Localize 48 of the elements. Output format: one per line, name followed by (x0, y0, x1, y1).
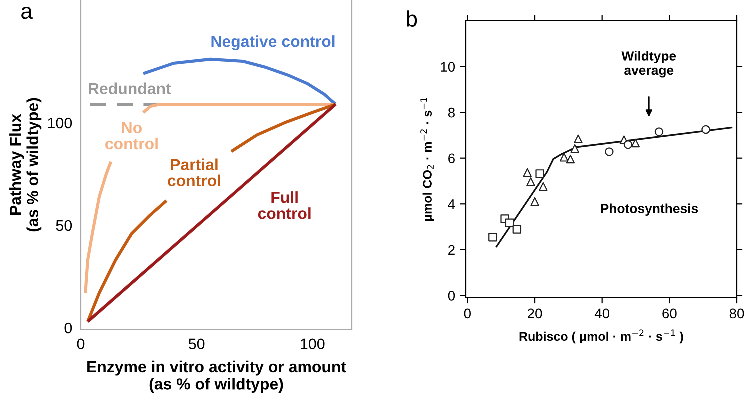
series-label: Full control (258, 192, 311, 220)
point (605, 148, 614, 156)
x-tick-label: 80 (730, 308, 744, 319)
point (539, 182, 548, 192)
point (526, 178, 536, 186)
y-tick-label: 4 (448, 200, 456, 210)
x-tick-label: 60 (662, 308, 677, 319)
y-tick-label: 50 (56, 220, 72, 232)
point (566, 154, 576, 164)
chart-title: a (22, 6, 33, 20)
point (570, 144, 580, 154)
x-axis-title: Enzyme in vitro activity or amount (as % of wildtype) (88, 360, 346, 393)
series-label: Partial control (168, 158, 220, 187)
y-axis-title: μmol CO$_{2}$ · m$^{−2}$ · s$^{−1}$ (420, 98, 434, 222)
y-tick-label: 100 (48, 118, 72, 129)
y-tick-label: 0 (64, 322, 72, 334)
annotation: Wildtype average (622, 51, 676, 78)
point (654, 128, 664, 136)
point (505, 218, 514, 228)
x-tick-label: 100 (301, 338, 325, 350)
point (530, 197, 540, 206)
point (512, 225, 522, 234)
point (488, 232, 498, 242)
x-tick-label: 40 (594, 308, 610, 319)
series-label: Negative control (212, 36, 335, 51)
chart-title: b (407, 10, 418, 27)
point (536, 170, 544, 178)
point (702, 125, 710, 134)
annotation: Photosynthesis (601, 204, 698, 216)
x-tick-label: 0 (77, 338, 85, 350)
x-tick-label: 0 (464, 308, 471, 319)
y-tick-label: 2 (448, 245, 455, 255)
series-label: Redundant (89, 82, 172, 94)
x-tick-label: 50 (188, 338, 205, 350)
point (624, 140, 633, 150)
y-tick-label: 8 (448, 108, 455, 118)
y-tick-label: 6 (448, 154, 455, 164)
y-tick-label: 0 (448, 291, 456, 301)
point (574, 134, 583, 144)
point (523, 168, 532, 178)
point (560, 153, 569, 162)
y-axis-title: Pathway Flux (as % of wildtype) (10, 98, 42, 232)
y-tick-label: 10 (441, 62, 456, 72)
x-axis-title: Rubisco ( μmol · m$^{−2}$ · s$^{−1}$ ) (520, 330, 684, 344)
x-tick-label: 20 (528, 308, 542, 319)
line-series (495, 126, 734, 248)
series-label: No control (106, 122, 158, 150)
point (631, 138, 640, 148)
